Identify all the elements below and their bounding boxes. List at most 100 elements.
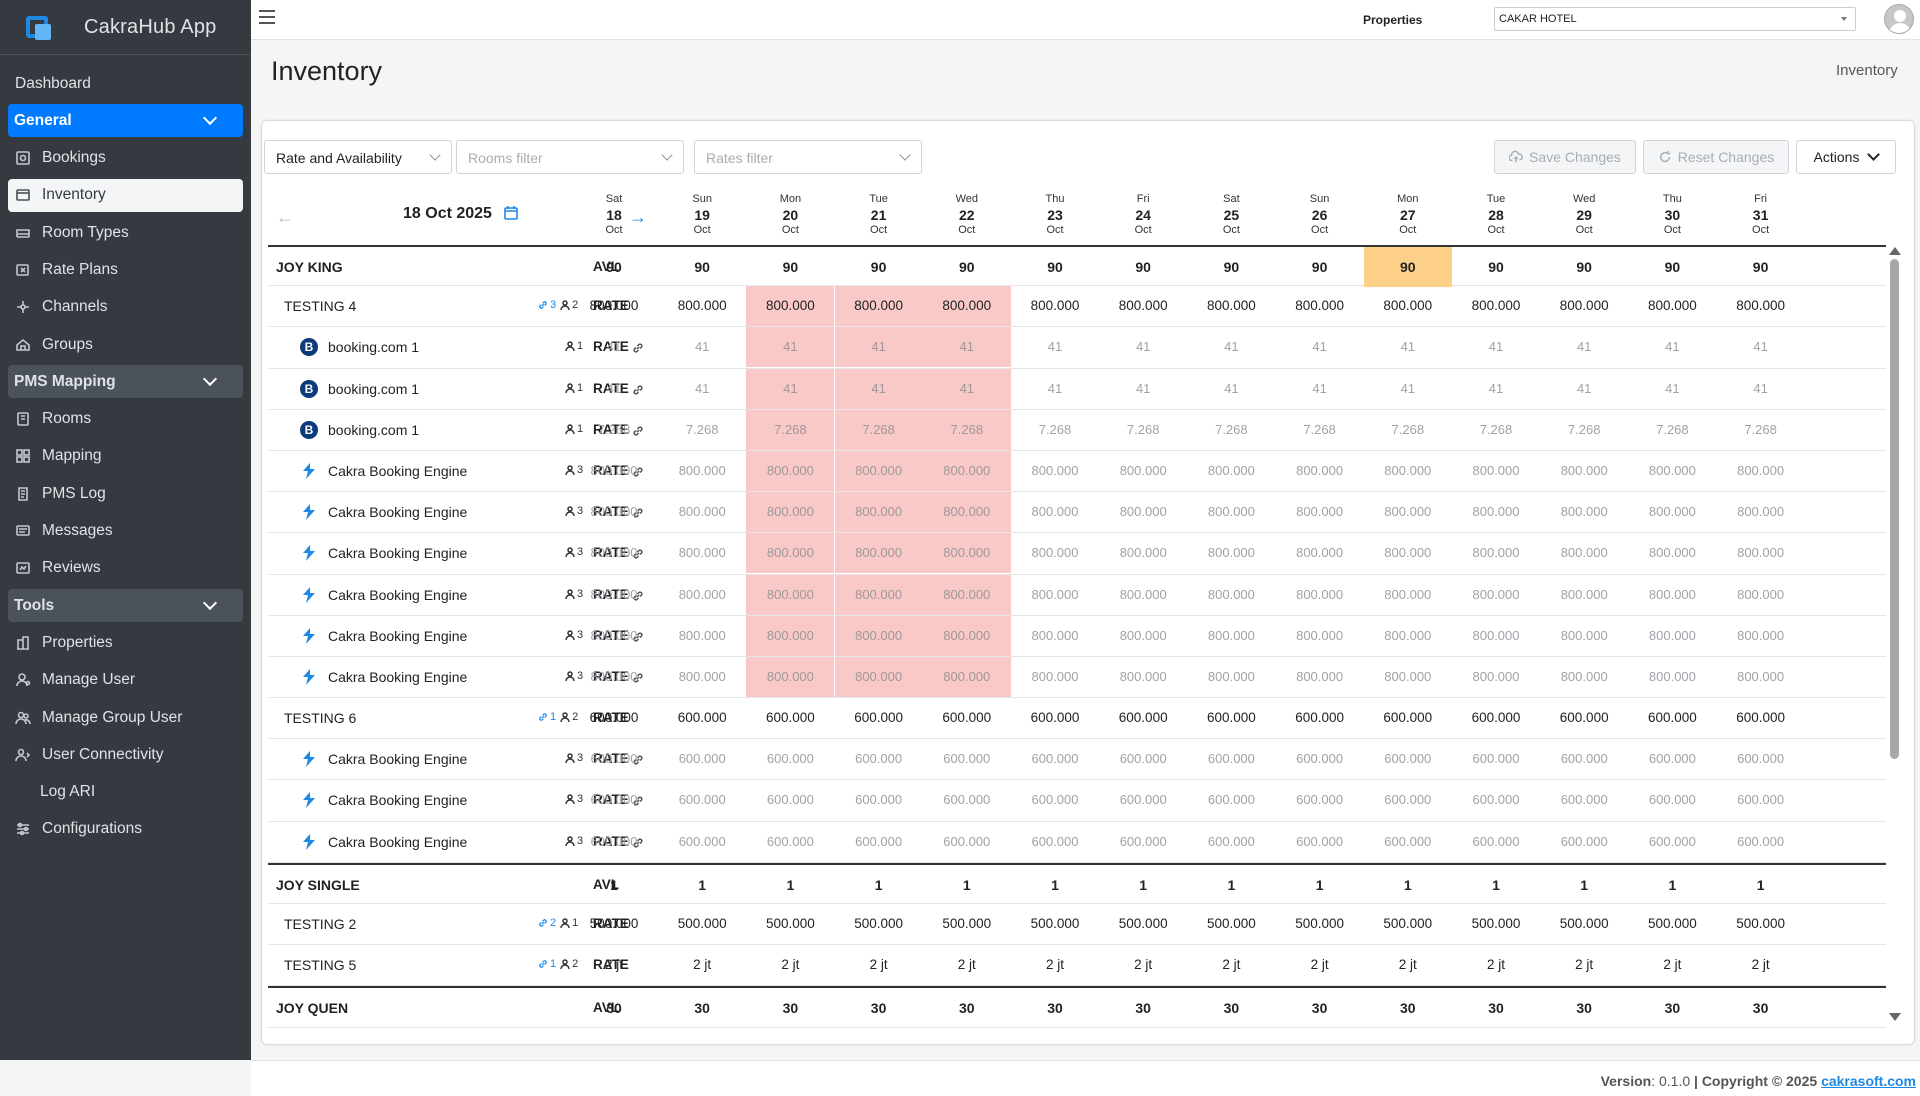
grid-cell[interactable]: 1 xyxy=(1403,876,1412,893)
grid-cell[interactable]: 41 xyxy=(1312,339,1327,355)
grid-cell[interactable]: 600.000 xyxy=(855,792,903,808)
row-name[interactable]: Cakra Booking Engine xyxy=(328,792,468,809)
sidebar-item-user-connectivity[interactable]: User Connectivity xyxy=(8,738,243,771)
grid-cell[interactable]: 500.000 xyxy=(1736,916,1785,931)
sidebar-item-rooms[interactable]: Rooms xyxy=(8,403,243,436)
grid-cell[interactable]: 800.000 xyxy=(1119,668,1167,684)
grid-cell[interactable]: 800.000 xyxy=(1560,504,1608,520)
sidebar-item-channels[interactable]: Channels xyxy=(8,291,243,324)
grid-cell[interactable]: 30 xyxy=(1488,1000,1504,1017)
grid-cell[interactable]: 800.000 xyxy=(1384,668,1432,684)
grid-cell[interactable]: 41 xyxy=(1488,339,1504,355)
grid-cell[interactable]: 800.000 xyxy=(1030,298,1080,314)
grid-cell[interactable]: 90 xyxy=(782,259,799,275)
grid-cell[interactable]: 800.000 xyxy=(1031,504,1079,520)
grid-cell[interactable]: 41 xyxy=(1400,339,1416,355)
sidebar-item-groups[interactable]: Groups xyxy=(8,328,243,361)
grid-cell[interactable]: 600.000 xyxy=(590,792,638,808)
scroll-up-icon[interactable] xyxy=(1889,247,1901,255)
grid-cell[interactable]: 2 jt xyxy=(1134,957,1153,973)
link-icon[interactable] xyxy=(632,794,644,806)
row-name[interactable]: TESTING 2 xyxy=(284,916,357,932)
grid-cell[interactable]: 600.000 xyxy=(1031,833,1079,849)
user-avatar[interactable] xyxy=(1884,4,1914,34)
grid-cell[interactable]: 800.000 xyxy=(590,668,638,684)
grid-cell[interactable]: 800.000 xyxy=(1296,668,1344,684)
grid-cell[interactable]: 600.000 xyxy=(1559,710,1609,726)
grid-cell[interactable]: 90 xyxy=(1664,259,1681,275)
grid-cell[interactable]: 800.000 xyxy=(1296,545,1344,561)
link-icon[interactable] xyxy=(632,424,644,436)
grid-cell[interactable]: 2 jt xyxy=(1575,957,1594,973)
grid-cell[interactable]: 1 xyxy=(1668,876,1677,893)
link-icon[interactable] xyxy=(632,506,644,518)
grid-cell[interactable]: 600.000 xyxy=(1737,792,1785,808)
grid-cell[interactable]: 600.000 xyxy=(1560,751,1608,767)
grid-cell[interactable]: 500.000 xyxy=(942,916,992,931)
link-icon[interactable] xyxy=(632,341,644,353)
grid-cell[interactable]: 600.000 xyxy=(1030,710,1080,726)
link-icon[interactable] xyxy=(632,465,644,477)
grid-cell[interactable]: 800.000 xyxy=(1737,462,1785,478)
grid-cell[interactable]: 90 xyxy=(1047,259,1063,275)
grid-cell[interactable]: 800.000 xyxy=(1296,586,1344,602)
grid-cell[interactable]: 800.000 xyxy=(1737,504,1785,520)
grid-cell[interactable]: 7.268 xyxy=(1126,421,1160,437)
linked-count[interactable]: 3 xyxy=(538,299,556,311)
link-icon[interactable] xyxy=(632,753,644,765)
row-name[interactable]: Cakra Booking Engine xyxy=(328,668,468,685)
grid-cell[interactable]: 41 xyxy=(1488,380,1504,396)
grid-cell[interactable]: 800.000 xyxy=(1472,462,1520,478)
scroll-down-icon[interactable] xyxy=(1889,1013,1901,1021)
grid-cell[interactable]: 800.000 xyxy=(834,533,923,574)
grid-cell[interactable]: 90 xyxy=(959,259,975,275)
grid-cell[interactable]: 800.000 xyxy=(1207,504,1255,520)
grid-cell[interactable]: 600.000 xyxy=(1118,710,1168,726)
grid-cell[interactable]: 800.000 xyxy=(746,533,835,574)
row-name[interactable]: Cakra Booking Engine xyxy=(328,545,468,562)
grid-cell[interactable]: 800.000 xyxy=(922,615,1011,656)
grid-cell[interactable]: 800.000 xyxy=(1031,627,1079,643)
grid-cell[interactable]: 41 xyxy=(1753,380,1768,396)
grid-cell[interactable]: 1 xyxy=(962,876,971,893)
grid-cell[interactable]: 600.000 xyxy=(1648,751,1696,767)
sidebar-item-messages[interactable]: Messages xyxy=(8,515,243,548)
grid-cell[interactable]: 800.000 xyxy=(834,492,923,533)
grid-cell[interactable]: 600.000 xyxy=(942,710,992,726)
grid-cell[interactable]: 800.000 xyxy=(922,533,1011,574)
grid-cell[interactable]: 600.000 xyxy=(1383,710,1433,726)
grid-cell[interactable]: 1 xyxy=(1227,876,1236,893)
grid-cell[interactable]: 30 xyxy=(1047,1000,1063,1017)
row-name[interactable]: booking.com 1 xyxy=(328,421,420,438)
grid-cell[interactable]: 600.000 xyxy=(1736,710,1785,726)
grid-cell[interactable]: 7.268 xyxy=(1479,421,1513,437)
save-changes-button[interactable]: Save Changes xyxy=(1494,140,1636,174)
grid-cell[interactable]: 600.000 xyxy=(678,751,726,767)
next-arrow-icon[interactable]: → xyxy=(629,207,647,227)
sidebar-item-pms-log[interactable]: PMS Log xyxy=(8,477,243,510)
reset-changes-button[interactable]: Reset Changes xyxy=(1643,140,1789,174)
grid-cell[interactable]: 500.000 xyxy=(1647,916,1697,931)
grid-cell[interactable]: 1 xyxy=(786,876,795,893)
grid-cell[interactable]: 800.000 xyxy=(1295,298,1344,314)
grid-cell[interactable]: 800.000 xyxy=(1296,462,1344,478)
grid-cell[interactable]: 2 jt xyxy=(1398,957,1417,973)
grid-cell[interactable]: 600.000 xyxy=(590,833,638,849)
grid-cell[interactable]: 41 xyxy=(1665,339,1680,355)
row-name[interactable]: TESTING 5 xyxy=(284,957,357,974)
grid-cell[interactable]: 800.000 xyxy=(678,462,726,478)
grid-cell[interactable]: 7.268 xyxy=(1567,421,1601,437)
grid-cell[interactable]: 41 xyxy=(694,339,710,355)
grid-cell[interactable]: 2 jt xyxy=(1222,957,1241,973)
sidebar-item-log-ari[interactable]: Log ARI xyxy=(8,776,243,809)
grid-cell[interactable]: 800.000 xyxy=(1119,586,1167,602)
grid-cell[interactable]: 7.268 xyxy=(834,409,923,450)
grid-cell[interactable]: 800.000 xyxy=(1119,504,1167,520)
grid-cell[interactable]: 800.000 xyxy=(1472,627,1520,643)
grid-cell[interactable]: 600.000 xyxy=(1296,792,1344,808)
grid-cell[interactable]: 2 jt xyxy=(1310,957,1329,973)
grid-cell[interactable]: 800.000 xyxy=(1031,545,1079,561)
grid-cell[interactable]: 600.000 xyxy=(765,710,815,726)
grid-cell[interactable]: 600.000 xyxy=(943,833,991,849)
grid-cell[interactable]: 600.000 xyxy=(854,710,903,726)
